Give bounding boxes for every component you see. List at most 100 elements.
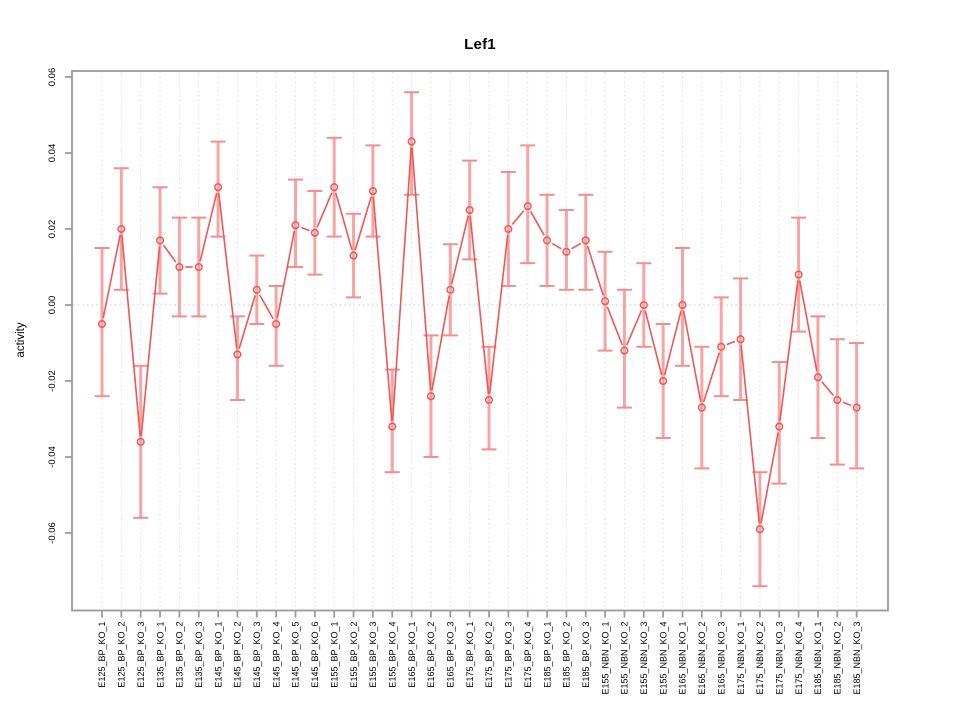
data-point <box>252 285 261 294</box>
data-point <box>755 525 764 534</box>
data-point <box>581 236 590 245</box>
data-point <box>175 262 184 272</box>
x-tick-label: E165_BP_KO_2 <box>426 622 436 688</box>
x-tick-label: E125_BP_KO_1 <box>97 622 107 688</box>
x-tick-label: E125_BP_KO_3 <box>136 622 146 688</box>
x-tick-label: E185_NBN_KO_2 <box>833 622 843 695</box>
data-line-segment <box>529 211 545 236</box>
data-point <box>156 236 165 245</box>
data-line-segment <box>511 210 525 225</box>
axes-layer: 0.06 0.04 0.02 0.00 -0.02 -0.04 -0.06 E125_BP_K… <box>47 68 889 695</box>
chart-title: Lef1 <box>464 36 496 53</box>
x-tick-label: E175_BP_KO_4 <box>523 622 533 688</box>
error-bars-layer <box>94 91 865 588</box>
x-tick-label: E165_NBN_KO_1 <box>678 622 688 695</box>
data-line-segment <box>682 310 702 402</box>
data-line-segment <box>760 432 779 524</box>
x-tick-label: E175_BP_KO_1 <box>465 622 475 688</box>
y-tick-label: -0.06 <box>47 522 58 544</box>
data-line-segment <box>335 192 353 251</box>
data-line-segment <box>102 234 121 319</box>
data-point <box>194 262 203 272</box>
data-point <box>272 319 281 329</box>
x-tick-label: E175_NBN_KO_4 <box>794 622 804 695</box>
x-tick-label: E185_BP_KO_3 <box>581 622 591 688</box>
y-tick-label: 0.04 <box>47 144 58 163</box>
data-line-segment <box>798 280 818 372</box>
data-point <box>601 297 610 306</box>
data-line-segment <box>354 196 372 251</box>
x-tick-label: E145_BP_KO_1 <box>213 622 223 688</box>
data-point <box>349 251 358 260</box>
x-tick-label: E185_BP_KO_2 <box>562 622 572 688</box>
data-line-segment <box>626 310 643 346</box>
x-tick-label: E165_BP_KO_3 <box>446 622 456 688</box>
plot-box <box>71 70 889 612</box>
data-points-layer <box>97 137 861 534</box>
x-tick-label: E185_NBN_KO_1 <box>813 622 823 695</box>
x-tick-label: E165_BP_KO_1 <box>407 622 417 688</box>
x-tick-label: E145_BP_KO_2 <box>233 622 243 688</box>
y-tick-label: 0.06 <box>47 68 58 87</box>
data-point <box>852 403 861 412</box>
x-tick-label: E185_NBN_KO_3 <box>852 622 862 695</box>
data-point <box>697 403 706 412</box>
data-point <box>407 137 416 146</box>
data-line-segment <box>162 244 177 263</box>
x-tick-label: E185_BP_KO_1 <box>542 622 552 688</box>
data-line-segment <box>702 352 721 403</box>
data-point <box>484 395 494 405</box>
data-point <box>214 183 223 192</box>
data-line-segment <box>300 226 310 232</box>
data-line-segment <box>469 215 490 395</box>
x-tick-label: E155_BP_KO_3 <box>368 622 378 688</box>
data-line-segment <box>644 310 663 376</box>
data-point <box>659 376 668 386</box>
data-line-segment <box>551 242 562 250</box>
x-tick-label: E175_NBN_KO_3 <box>774 622 784 695</box>
data-point <box>543 236 552 245</box>
x-tick-label: E125_BP_KO_2 <box>117 622 127 688</box>
y-tick-label: -0.04 <box>47 446 58 468</box>
y-tick-label: -0.02 <box>47 370 58 392</box>
data-line-segment <box>663 310 682 376</box>
data-line-segment <box>450 215 470 285</box>
gridlines-layer <box>73 72 887 610</box>
data-line-segment <box>571 242 581 250</box>
data-line-segment <box>842 401 852 407</box>
x-tick-label: E155_NBN_KO_4 <box>658 622 668 695</box>
data-line-segment <box>238 295 256 349</box>
data-point <box>717 342 726 351</box>
data-point <box>736 335 745 344</box>
x-tick-label: E175_NBN_KO_1 <box>736 622 746 695</box>
x-tick-label: E175_NBN_KO_2 <box>755 622 765 695</box>
data-point <box>813 373 823 382</box>
data-point <box>310 228 319 237</box>
data-point <box>388 422 397 431</box>
data-line-segment <box>726 340 736 346</box>
data-line-segment <box>199 192 218 262</box>
data-point <box>562 247 571 256</box>
data-point <box>523 202 532 211</box>
data-line-segment <box>606 306 624 346</box>
x-tick-label: E135_BP_KO_3 <box>194 622 204 688</box>
x-tick-label: E145_BP_KO_6 <box>310 622 320 688</box>
data-point <box>368 186 377 196</box>
data-point <box>330 183 339 192</box>
data-line-segment <box>431 295 451 391</box>
data-point <box>97 319 107 329</box>
x-tick-label: E135_BP_KO_2 <box>175 622 185 688</box>
data-line-segment <box>411 147 432 391</box>
data-line-layer <box>102 147 852 524</box>
data-line-segment <box>259 294 274 320</box>
x-tick-label: E155_BP_KO_1 <box>329 622 339 688</box>
data-point <box>233 350 242 359</box>
data-point <box>620 346 629 355</box>
data-point <box>291 221 300 230</box>
x-tick-label: E155_NBN_KO_2 <box>620 622 630 695</box>
data-point <box>504 224 513 234</box>
x-tick-label: E155_BP_KO_2 <box>349 622 359 688</box>
data-point <box>136 437 145 446</box>
x-tick-label: E155_NBN_KO_3 <box>639 622 649 695</box>
